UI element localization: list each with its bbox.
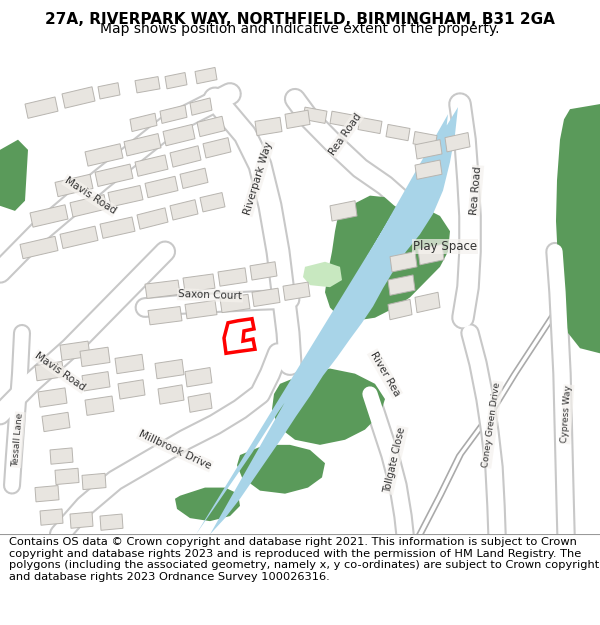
Polygon shape: [100, 514, 123, 530]
Polygon shape: [180, 168, 208, 189]
Polygon shape: [170, 146, 201, 167]
Polygon shape: [135, 77, 160, 93]
Text: Coney Green Drive: Coney Green Drive: [482, 381, 502, 468]
Polygon shape: [35, 361, 64, 381]
Text: Contains OS data © Crown copyright and database right 2021. This information is : Contains OS data © Crown copyright and d…: [9, 537, 599, 582]
Polygon shape: [145, 176, 178, 198]
Polygon shape: [165, 72, 187, 89]
Polygon shape: [137, 208, 168, 229]
Polygon shape: [95, 164, 133, 186]
Polygon shape: [82, 473, 106, 489]
Polygon shape: [330, 111, 354, 128]
Polygon shape: [283, 282, 310, 301]
Polygon shape: [70, 512, 93, 528]
Polygon shape: [85, 144, 123, 166]
Polygon shape: [158, 385, 184, 404]
Polygon shape: [250, 262, 277, 280]
Polygon shape: [556, 104, 600, 353]
Polygon shape: [325, 196, 450, 321]
Polygon shape: [55, 468, 79, 484]
Polygon shape: [35, 486, 59, 502]
Polygon shape: [303, 262, 342, 287]
Text: Map shows position and indicative extent of the property.: Map shows position and indicative extent…: [100, 22, 500, 36]
Polygon shape: [55, 174, 93, 197]
Polygon shape: [85, 396, 114, 416]
Polygon shape: [255, 118, 282, 136]
Polygon shape: [135, 155, 168, 176]
Polygon shape: [388, 275, 415, 296]
Polygon shape: [445, 132, 470, 152]
Polygon shape: [190, 98, 212, 115]
Polygon shape: [415, 139, 442, 159]
Polygon shape: [30, 205, 68, 227]
Polygon shape: [200, 192, 225, 212]
Polygon shape: [196, 107, 458, 534]
Polygon shape: [195, 68, 217, 84]
Polygon shape: [183, 274, 215, 292]
Text: Rea Road: Rea Road: [469, 166, 483, 215]
Polygon shape: [303, 107, 327, 123]
Text: Tollgate Close: Tollgate Close: [383, 426, 407, 494]
Polygon shape: [38, 388, 67, 408]
Polygon shape: [218, 268, 247, 286]
Text: Millbrook Drive: Millbrook Drive: [137, 429, 213, 471]
Polygon shape: [188, 393, 212, 412]
Text: Mavis Road: Mavis Road: [33, 351, 87, 392]
Polygon shape: [170, 200, 198, 220]
Polygon shape: [160, 105, 187, 123]
Polygon shape: [413, 131, 437, 148]
Polygon shape: [115, 354, 144, 374]
Polygon shape: [108, 186, 143, 207]
Polygon shape: [62, 87, 95, 108]
Polygon shape: [163, 124, 195, 146]
Polygon shape: [42, 412, 70, 432]
Polygon shape: [0, 139, 28, 211]
Polygon shape: [185, 368, 212, 387]
Text: Tessall Lane: Tessall Lane: [11, 412, 25, 467]
Polygon shape: [80, 348, 110, 366]
Polygon shape: [237, 445, 325, 494]
Text: Cypress Way: Cypress Way: [560, 385, 574, 444]
Text: Mavis Road: Mavis Road: [62, 176, 118, 216]
Polygon shape: [330, 201, 357, 221]
Polygon shape: [82, 372, 110, 391]
Text: 27A, RIVERPARK WAY, NORTHFIELD, BIRMINGHAM, B31 2GA: 27A, RIVERPARK WAY, NORTHFIELD, BIRMINGH…: [45, 12, 555, 27]
Polygon shape: [185, 301, 217, 319]
Polygon shape: [386, 124, 410, 141]
Polygon shape: [50, 448, 73, 464]
Polygon shape: [118, 380, 145, 399]
Polygon shape: [390, 252, 417, 272]
Polygon shape: [220, 294, 250, 312]
Text: Riverpark Way: Riverpark Way: [242, 141, 274, 216]
Text: River Rea: River Rea: [368, 349, 402, 398]
Polygon shape: [203, 138, 231, 158]
Polygon shape: [155, 359, 184, 379]
Polygon shape: [40, 509, 63, 525]
Polygon shape: [415, 160, 442, 179]
Polygon shape: [272, 369, 385, 445]
Polygon shape: [418, 244, 444, 265]
Polygon shape: [175, 488, 240, 521]
Polygon shape: [197, 116, 225, 137]
Polygon shape: [100, 217, 135, 238]
Polygon shape: [285, 110, 310, 129]
Polygon shape: [130, 113, 157, 131]
Text: Play Space: Play Space: [413, 240, 477, 253]
Polygon shape: [70, 194, 107, 217]
Polygon shape: [20, 236, 58, 259]
Polygon shape: [60, 341, 90, 361]
Polygon shape: [25, 97, 58, 118]
Polygon shape: [415, 292, 440, 312]
Polygon shape: [145, 280, 180, 298]
Polygon shape: [124, 134, 161, 156]
Polygon shape: [358, 118, 382, 134]
Text: Saxon Court: Saxon Court: [178, 289, 242, 301]
Polygon shape: [60, 226, 98, 249]
Polygon shape: [98, 82, 120, 99]
Text: Rea Road: Rea Road: [327, 112, 363, 158]
Polygon shape: [252, 288, 280, 306]
Polygon shape: [388, 299, 412, 320]
Polygon shape: [148, 306, 182, 325]
